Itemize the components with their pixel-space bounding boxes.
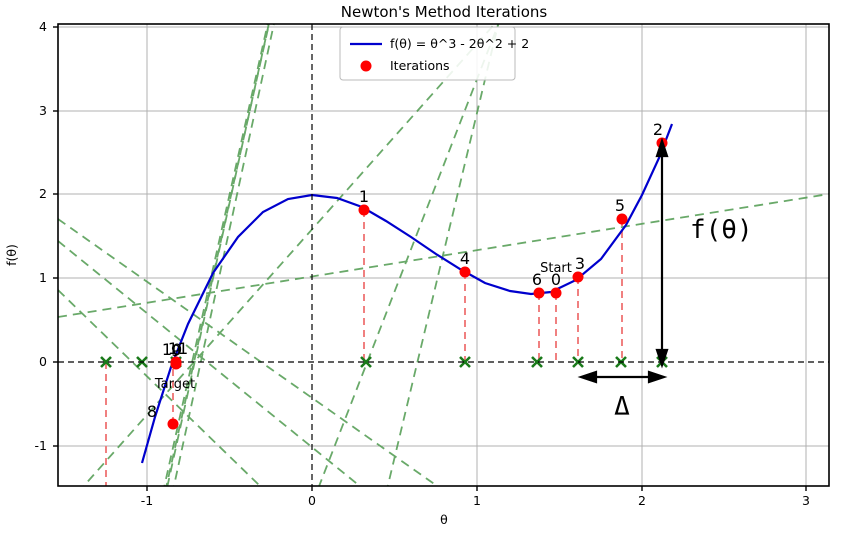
iteration-points bbox=[167, 137, 668, 430]
ytick-label: -1 bbox=[35, 438, 47, 453]
point-label-1: 1 bbox=[359, 187, 369, 206]
legend-label-function: f(θ) = θ^3 - 2θ^2 + 2 bbox=[390, 36, 529, 51]
ytick-label: 4 bbox=[39, 19, 47, 34]
start-annotation: Start bbox=[540, 261, 572, 276]
page-title: Newton's Method Iterations bbox=[341, 3, 548, 21]
f-theta-annotation: f(θ) bbox=[690, 215, 753, 245]
ytick-label: 3 bbox=[39, 103, 47, 118]
tangent-lines bbox=[58, 24, 829, 486]
xtick-label: 2 bbox=[638, 493, 646, 508]
function-curve bbox=[140, 123, 674, 464]
ytick-label: 0 bbox=[39, 354, 47, 369]
legend-dot-swatch bbox=[360, 60, 372, 72]
point-label-10: 10 bbox=[162, 340, 182, 359]
point-label-11: 11 bbox=[168, 339, 188, 358]
iteration-point bbox=[167, 418, 179, 430]
point-label-0: 0 bbox=[551, 270, 561, 289]
plot-spines bbox=[57, 23, 830, 487]
legend-entry-iterations[interactable]: Iterations bbox=[360, 58, 450, 73]
legend-entry-function[interactable]: f(θ) = θ^3 - 2θ^2 + 2 bbox=[350, 36, 529, 51]
point-label-2: 2 bbox=[653, 120, 663, 139]
iteration-point bbox=[533, 287, 545, 299]
point-label-3: 3 bbox=[575, 254, 585, 273]
x-axis-label: θ bbox=[440, 512, 448, 527]
iteration-point bbox=[358, 204, 370, 216]
iteration-point bbox=[616, 213, 628, 225]
iteration-point bbox=[550, 287, 562, 299]
target-annotation: Target bbox=[154, 377, 195, 392]
xtick-label: 0 bbox=[308, 493, 316, 508]
iteration-point bbox=[572, 271, 584, 283]
xtick-label: 3 bbox=[802, 493, 810, 508]
point-label-6: 6 bbox=[532, 270, 542, 289]
legend[interactable]: f(θ) = θ^3 - 2θ^2 + 2 Iterations bbox=[339, 26, 529, 81]
point-label-8: 8 bbox=[147, 402, 157, 421]
ytick-label: 2 bbox=[39, 186, 47, 201]
point-label-4: 4 bbox=[460, 249, 470, 268]
delta-annotation: Δ bbox=[614, 392, 630, 422]
point-label-5: 5 bbox=[615, 196, 625, 215]
tick-marks bbox=[53, 26, 807, 491]
iteration-point bbox=[459, 266, 471, 278]
ytick-label: 1 bbox=[39, 270, 47, 285]
xtick-label: 1 bbox=[473, 493, 481, 508]
point-label-9: 9 bbox=[171, 341, 181, 360]
grid-lines bbox=[58, 24, 829, 486]
y-axis-label: f(θ) bbox=[4, 244, 19, 266]
iteration-point bbox=[170, 356, 182, 368]
f-theta-measure-arrow bbox=[655, 137, 669, 369]
legend-label-iterations: Iterations bbox=[390, 58, 450, 73]
xtick-label: -1 bbox=[141, 493, 153, 508]
delta-measure-arrow bbox=[577, 370, 668, 384]
